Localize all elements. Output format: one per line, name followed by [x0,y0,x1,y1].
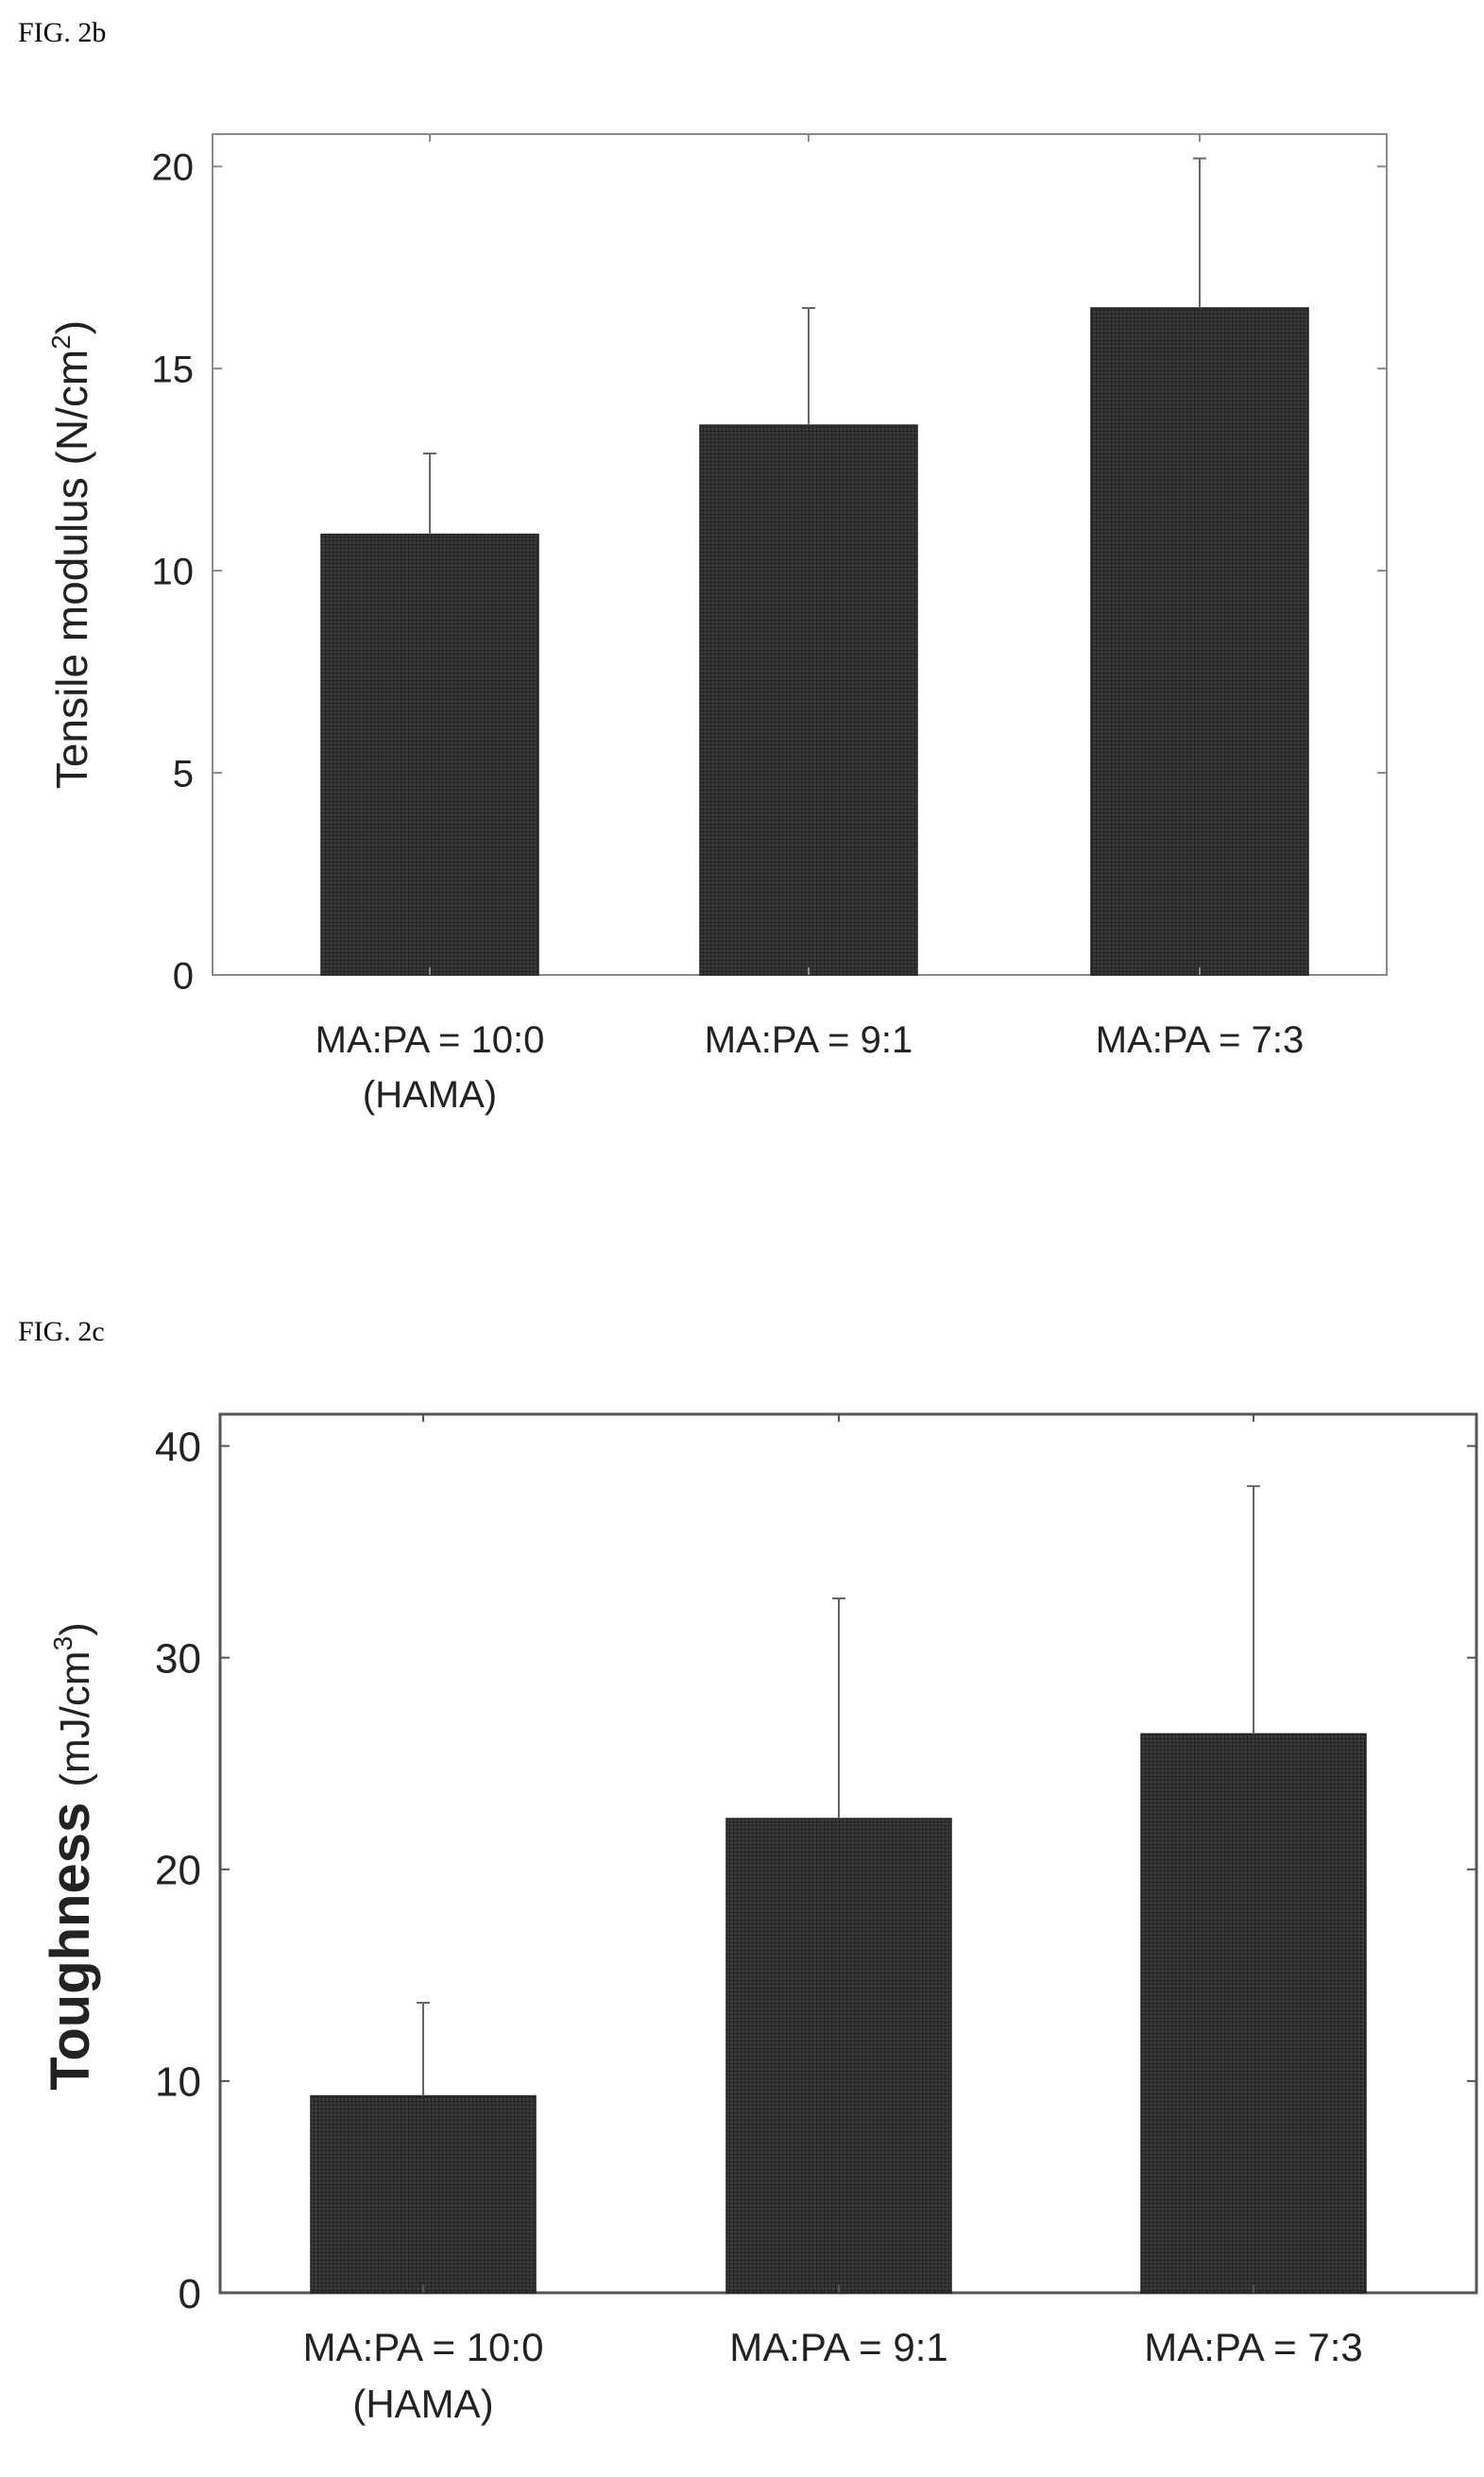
y-tick-label: 30 [155,1636,201,1683]
y-tick-label: 0 [179,2271,201,2317]
y-tick-label: 15 [152,350,195,391]
y-axis-title: Toughness (mJ/cm3) [40,1622,101,2091]
y-tick-label: 20 [152,147,195,189]
bar [310,2094,537,2294]
x-category-sublabel: (HAMA) [363,1074,497,1116]
bar [320,533,539,976]
x-category-sublabel: (HAMA) [352,2382,493,2426]
x-category-label: MA:PA = 7:3 [1096,1019,1305,1061]
bar [1140,1733,1367,2294]
y-tick-label: 0 [173,955,194,997]
tensile-modulus-chart: 0 5 10 15 20 MA:PA = 10:0 (HAMA) MA:PA = 9:1 MA:… [46,133,1388,1116]
bar [725,1818,952,2294]
y-tick-label: 10 [152,552,195,593]
y-tick-label: 5 [173,753,194,794]
x-category-label: MA:PA = 9:1 [705,1019,913,1061]
y-tick-label: 10 [155,2059,201,2106]
figure-2b-label: FIG. 2b [18,17,107,48]
y-tick-label: 40 [155,1424,201,1470]
x-category-label: MA:PA = 10:0 [316,1019,545,1061]
figure-2c-label: FIG. 2c [18,1316,105,1347]
x-category-label: MA:PA = 7:3 [1144,2325,1363,2369]
x-category-label: MA:PA = 9:1 [729,2325,948,2369]
y-axis-title: Tensile modulus (N/cm2) [46,320,96,789]
bar [699,424,918,976]
bar [1090,307,1309,976]
x-category-label: MA:PA = 10:0 [303,2325,544,2369]
y-tick-label: 20 [155,1848,201,1894]
